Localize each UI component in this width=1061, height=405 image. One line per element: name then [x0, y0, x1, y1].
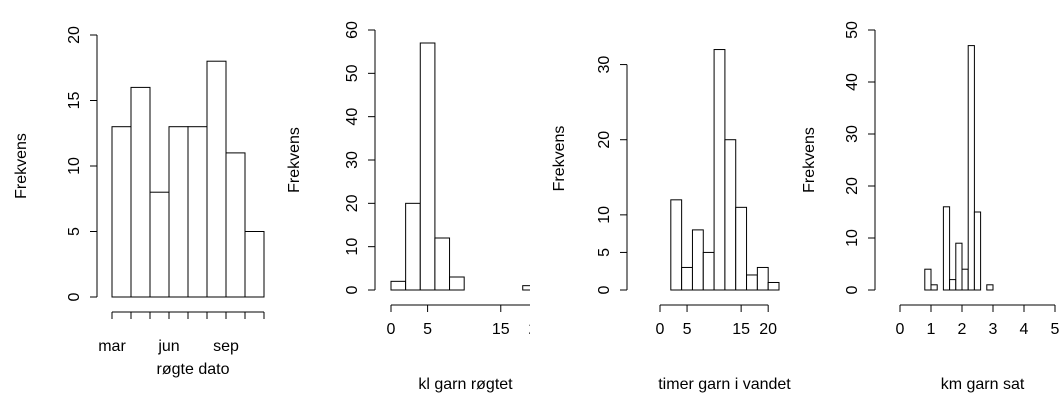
bar [955, 242, 963, 291]
bar [522, 285, 530, 291]
y-axis-label: Frekvens [551, 126, 568, 192]
bar [924, 268, 932, 291]
y-tick-label: 0 [596, 285, 613, 294]
bar [942, 206, 951, 291]
bar [735, 206, 748, 291]
y-tick-label: 0 [66, 292, 83, 301]
x-tick-label: 20 [759, 321, 777, 338]
y-axis-label: Frekvens [801, 127, 818, 193]
bar [986, 284, 994, 291]
histogram-panel: 0 10 20 30 40 50 0 1 2 3 4 5 km garn sat Frekvens [801, 21, 1060, 393]
y-tick-label: 30 [344, 151, 361, 169]
x-axis-label: timer garn i vandet [658, 376, 791, 393]
x-axis-label: røgte dato [157, 361, 230, 378]
bar [724, 139, 737, 291]
x-tick-label: sep [213, 338, 239, 355]
x-tick-label: 1 [927, 321, 936, 338]
x-tick-label: 5 [1051, 321, 1060, 338]
bar [434, 237, 451, 291]
y-tick-label: 20 [844, 177, 861, 195]
x-tick-label: 3 [989, 321, 998, 338]
histogram-panel: 0 5 10 20 30 0 5 15 20 timer garn i vandet Frekven… [551, 49, 791, 393]
bar [967, 45, 975, 291]
x-tick-label: mar [98, 338, 126, 355]
x-tick-label: 5 [683, 321, 692, 338]
y-tick-label: 20 [344, 194, 361, 212]
y-tick-label: 50 [844, 21, 861, 39]
y-tick-label: 15 [66, 92, 83, 110]
bar [681, 266, 693, 291]
y-tick-label: 0 [344, 285, 361, 294]
bar [746, 274, 758, 291]
y-axis-label: Frekvens [13, 133, 30, 199]
x-tick-label: 0 [656, 321, 665, 338]
x-tick-label: 15 [732, 321, 750, 338]
histogram-panel: 0 10 20 30 40 50 60 0 5 15 20 kl garn røgtet Frekven… [286, 21, 530, 393]
x-tick-label: 15 [492, 321, 510, 338]
bar [961, 268, 969, 291]
bar [168, 126, 189, 298]
y-tick-label: 10 [596, 206, 613, 224]
bar [111, 126, 132, 298]
y-tick-label: 5 [596, 248, 613, 257]
bar [225, 152, 246, 298]
bar [405, 202, 421, 291]
x-tick-label: 0 [896, 321, 905, 338]
bar [767, 281, 780, 291]
y-tick-label: 10 [66, 157, 83, 175]
bar [244, 231, 265, 298]
x-tick-label: 20 [528, 321, 530, 338]
x-axis-label: kl garn røgtet [418, 376, 513, 393]
bar [149, 191, 170, 298]
x-tick-label: 0 [387, 321, 396, 338]
histogram-panel: 0 5 10 15 20 mar jun sep røgte dato Frekvens [13, 26, 265, 378]
y-tick-label: 30 [844, 125, 861, 143]
y-tick-label: 20 [66, 26, 83, 44]
bar [390, 280, 407, 291]
x-tick-label: 5 [423, 321, 432, 338]
y-tick-label: 40 [344, 108, 361, 126]
y-tick-label: 10 [344, 238, 361, 256]
bar [419, 42, 436, 291]
bar [949, 279, 957, 291]
bar [187, 126, 208, 298]
y-tick-label: 30 [596, 56, 613, 74]
bar [670, 199, 683, 291]
y-tick-label: 60 [344, 21, 361, 39]
bar [756, 266, 769, 291]
x-tick-label: jun [157, 338, 179, 355]
y-axis-label: Frekvens [286, 127, 303, 193]
y-tick-label: 40 [844, 73, 861, 91]
bar [449, 276, 465, 291]
y-tick-label: 5 [66, 227, 83, 236]
y-tick-label: 50 [344, 64, 361, 82]
x-tick-label: 2 [958, 321, 967, 338]
x-axis-label: km garn sat [941, 376, 1025, 393]
bar [930, 284, 938, 291]
y-tick-label: 20 [596, 131, 613, 149]
bar [973, 211, 982, 291]
bar [691, 229, 704, 291]
y-tick-label: 10 [844, 229, 861, 247]
x-tick-label: 4 [1020, 321, 1029, 338]
bar [206, 60, 227, 298]
y-tick-label: 0 [844, 285, 861, 294]
bar [130, 86, 151, 298]
bar [702, 251, 715, 291]
bar [713, 49, 726, 291]
